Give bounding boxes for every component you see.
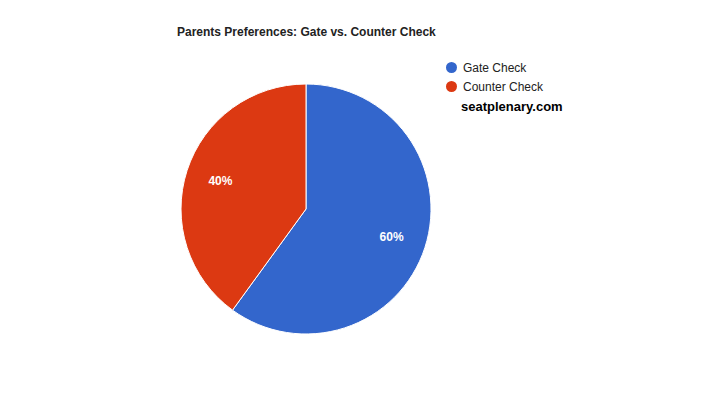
svg-text:40%: 40% bbox=[208, 174, 232, 188]
html-text:Gate Check: Gate Check bbox=[463, 60, 527, 75]
html-text:Parents Preferences: Gate vs.: Parents Preferences: Gate vs. Counter Ch… bbox=[177, 25, 436, 39]
svg-text:60%: 60% bbox=[380, 230, 404, 244]
html-text:seatplenary.com: seatplenary.com bbox=[461, 99, 563, 114]
html-text:Counter Check: Counter Check bbox=[463, 79, 543, 94]
